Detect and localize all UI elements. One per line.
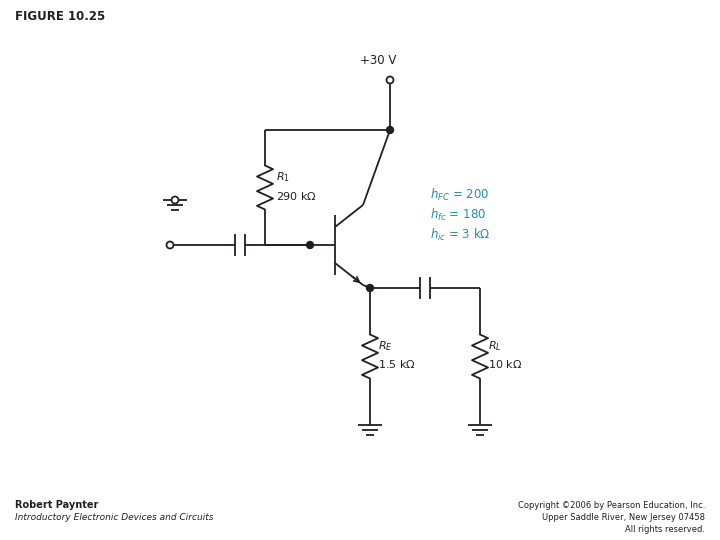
Text: 1.5 k$\Omega$: 1.5 k$\Omega$ xyxy=(378,359,415,370)
Text: Upper Saddle River, New Jersey 07458: Upper Saddle River, New Jersey 07458 xyxy=(542,512,705,522)
Circle shape xyxy=(387,126,394,133)
Text: $h_{ic}$ = 3 k$\Omega$: $h_{ic}$ = 3 k$\Omega$ xyxy=(430,227,490,243)
Text: All rights reserved.: All rights reserved. xyxy=(625,524,705,534)
Text: $h_{FC}$ = 200: $h_{FC}$ = 200 xyxy=(430,187,489,203)
Circle shape xyxy=(366,285,374,292)
Text: Robert Paynter: Robert Paynter xyxy=(15,500,99,510)
Text: 290 k$\Omega$: 290 k$\Omega$ xyxy=(276,190,317,201)
Text: 10 k$\Omega$: 10 k$\Omega$ xyxy=(488,359,522,370)
Circle shape xyxy=(307,241,313,248)
Text: $R_1$: $R_1$ xyxy=(276,171,290,184)
Text: FIGURE 10.25: FIGURE 10.25 xyxy=(15,10,105,23)
Text: $R_E$: $R_E$ xyxy=(378,340,392,353)
Text: Introductory Electronic Devices and Circuits: Introductory Electronic Devices and Circ… xyxy=(15,514,214,523)
Circle shape xyxy=(171,197,179,204)
Circle shape xyxy=(166,241,174,248)
Text: Copyright ©2006 by Pearson Education, Inc.: Copyright ©2006 by Pearson Education, In… xyxy=(518,501,705,510)
Text: $R_L$: $R_L$ xyxy=(488,340,502,353)
Text: $h_{fc}$ = 180: $h_{fc}$ = 180 xyxy=(430,207,486,223)
Text: +30 V: +30 V xyxy=(360,54,397,67)
Circle shape xyxy=(387,77,394,84)
